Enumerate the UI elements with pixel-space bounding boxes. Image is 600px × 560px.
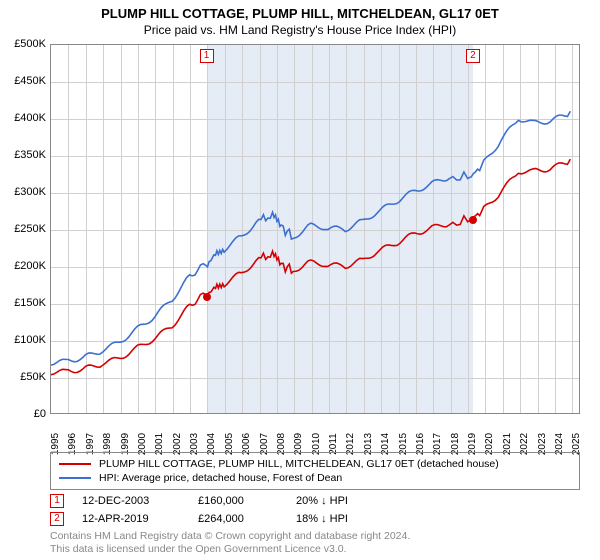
chart-container: PLUMP HILL COTTAGE, PLUMP HILL, MITCHELD… bbox=[0, 0, 600, 560]
series-property bbox=[51, 159, 570, 375]
chart-subtitle: Price paid vs. HM Land Registry's House … bbox=[0, 21, 600, 41]
sale-row: 1 12-DEC-2003 £160,000 20% ↓ HPI bbox=[50, 494, 580, 508]
y-tick-label: £400K bbox=[0, 112, 46, 124]
legend-swatch bbox=[59, 477, 91, 479]
legend-box: PLUMP HILL COTTAGE, PLUMP HILL, MITCHELD… bbox=[50, 452, 580, 490]
legend-label: PLUMP HILL COTTAGE, PLUMP HILL, MITCHELD… bbox=[99, 457, 499, 471]
y-tick-label: £450K bbox=[0, 75, 46, 87]
sale-marker: 1 bbox=[200, 49, 214, 63]
copyright: Contains HM Land Registry data © Crown c… bbox=[50, 530, 580, 556]
sale-marker: 2 bbox=[466, 49, 480, 63]
sale-marker-small: 2 bbox=[50, 512, 64, 526]
chart-title: PLUMP HILL COTTAGE, PLUMP HILL, MITCHELD… bbox=[0, 0, 600, 21]
sale-price: £264,000 bbox=[198, 513, 278, 525]
y-tick-label: £0 bbox=[0, 408, 46, 420]
sale-dot bbox=[203, 293, 211, 301]
chart-lines bbox=[51, 45, 579, 413]
legend-swatch bbox=[59, 463, 91, 465]
y-tick-label: £100K bbox=[0, 334, 46, 346]
y-tick-label: £50K bbox=[0, 371, 46, 383]
copyright-line-2: This data is licensed under the Open Gov… bbox=[50, 543, 580, 556]
y-tick-label: £150K bbox=[0, 297, 46, 309]
chart-plot-area: 12 bbox=[50, 44, 580, 414]
sale-marker-small: 1 bbox=[50, 494, 64, 508]
sale-pct: 18% ↓ HPI bbox=[296, 513, 348, 525]
y-tick-label: £200K bbox=[0, 260, 46, 272]
sale-pct: 20% ↓ HPI bbox=[296, 495, 348, 507]
sale-dot bbox=[469, 216, 477, 224]
sale-row: 2 12-APR-2019 £264,000 18% ↓ HPI bbox=[50, 512, 580, 526]
y-tick-label: £300K bbox=[0, 186, 46, 198]
legend-label: HPI: Average price, detached house, Fore… bbox=[99, 471, 342, 485]
legend-row: HPI: Average price, detached house, Fore… bbox=[59, 471, 571, 485]
y-tick-label: £350K bbox=[0, 149, 46, 161]
footer: 1 12-DEC-2003 £160,000 20% ↓ HPI 2 12-APR-201… bbox=[50, 494, 580, 556]
sales-table: 1 12-DEC-2003 £160,000 20% ↓ HPI 2 12-APR-201… bbox=[50, 494, 580, 526]
series-hpi bbox=[51, 111, 570, 365]
sale-price: £160,000 bbox=[198, 495, 278, 507]
y-tick-label: £500K bbox=[0, 38, 46, 50]
sale-date: 12-DEC-2003 bbox=[82, 495, 180, 507]
copyright-line-1: Contains HM Land Registry data © Crown c… bbox=[50, 530, 580, 543]
y-tick-label: £250K bbox=[0, 223, 46, 235]
sale-date: 12-APR-2019 bbox=[82, 513, 180, 525]
legend-row: PLUMP HILL COTTAGE, PLUMP HILL, MITCHELD… bbox=[59, 457, 571, 471]
